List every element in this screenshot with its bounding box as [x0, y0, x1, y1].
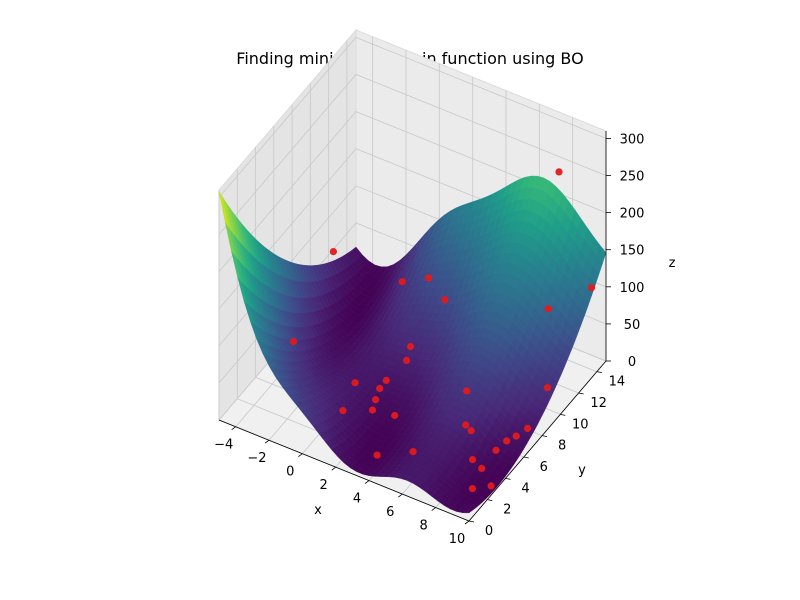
z-tick-label: 100 — [620, 281, 645, 296]
z-tick-label: 50 — [624, 318, 641, 333]
sample-point — [478, 464, 486, 472]
x-tick-label: 8 — [420, 519, 428, 534]
x-tick-mark — [464, 520, 470, 525]
sample-point — [368, 406, 377, 414]
sample-point — [462, 421, 470, 429]
y-tick-mark — [541, 435, 548, 438]
x-tick-label: 10 — [449, 532, 466, 547]
sample-point — [289, 337, 298, 346]
y-tick-mark — [596, 371, 602, 374]
x-tick-label: −2 — [247, 451, 266, 466]
x-tick-label: 4 — [353, 492, 361, 507]
x-tick-mark — [431, 507, 436, 511]
z-grid-line — [218, 36, 607, 198]
sample-point — [398, 278, 406, 286]
sample-point — [543, 384, 552, 392]
surface-patch — [462, 509, 473, 514]
sample-point — [409, 448, 417, 456]
sample-point — [329, 248, 337, 256]
x-tick-mark — [298, 453, 303, 457]
sample-point — [403, 356, 411, 364]
sample-point — [372, 396, 380, 404]
z-tick-label: 150 — [620, 244, 645, 259]
sample-point — [487, 482, 495, 490]
sample-point — [555, 168, 563, 176]
sample-point — [467, 427, 475, 435]
sample-point — [406, 342, 415, 351]
sample-point — [544, 305, 553, 313]
sample-point — [492, 446, 500, 454]
y-tick-mark — [523, 456, 529, 459]
y-tick-label: 8 — [558, 439, 566, 454]
y-tick-mark — [505, 477, 511, 480]
y-tick-mark — [487, 499, 493, 502]
x-tick-label: 0 — [286, 465, 294, 480]
x-tick-label: −4 — [214, 438, 233, 453]
sample-point — [469, 456, 477, 464]
x-tick-label: 2 — [320, 478, 328, 493]
x-tick-label: 6 — [386, 505, 394, 520]
z-tick-label: 300 — [620, 132, 645, 147]
sample-point — [524, 424, 532, 432]
sample-points — [289, 168, 596, 493]
x-axis-line — [218, 419, 470, 522]
y-tick-label: 6 — [540, 460, 548, 475]
x-axis-ticks: −4 −2 0 2 4 6 8 10 — [214, 426, 470, 547]
sample-point — [391, 411, 399, 420]
x-tick-mark — [231, 426, 236, 431]
z-axis-ticks: 0 50 100 150 200 250 300 — [606, 132, 644, 370]
sample-point — [376, 384, 384, 393]
sample-point — [503, 437, 511, 445]
sample-point — [441, 296, 449, 304]
sample-point — [373, 451, 381, 459]
z-axis-label: z — [669, 256, 676, 271]
y-axis-line — [468, 360, 607, 522]
axis-lines — [218, 131, 607, 522]
y-tick-mark — [578, 392, 584, 395]
x-tick-mark — [331, 466, 336, 471]
y-tick-label: 4 — [521, 481, 529, 496]
sample-point — [512, 432, 520, 440]
y-axis-label: y — [578, 463, 586, 478]
sample-point — [468, 485, 476, 493]
y-tick-label: 12 — [590, 396, 607, 411]
z-grid-line — [218, 74, 607, 235]
y-tick-label: 14 — [609, 375, 626, 390]
x-tick-mark — [264, 439, 270, 444]
sample-point — [351, 379, 359, 387]
sample-point — [587, 284, 596, 292]
y-tick-label: 10 — [572, 417, 589, 432]
sample-point — [463, 387, 471, 395]
z-tick-label: 200 — [620, 207, 645, 222]
sample-point — [425, 274, 433, 282]
y-tick-mark — [468, 520, 475, 523]
sample-point — [382, 376, 390, 384]
z-tick-label: 0 — [628, 355, 636, 370]
y-tick-mark — [560, 413, 566, 416]
z-tick-label: 250 — [620, 170, 645, 185]
x-tick-mark — [364, 480, 370, 484]
x-axis-label: x — [314, 503, 322, 518]
x-tick-mark — [398, 493, 403, 498]
y-tick-label: 2 — [503, 503, 511, 518]
sample-point — [339, 407, 347, 415]
surface-plot — [218, 175, 607, 514]
y-tick-label: 0 — [485, 524, 493, 539]
